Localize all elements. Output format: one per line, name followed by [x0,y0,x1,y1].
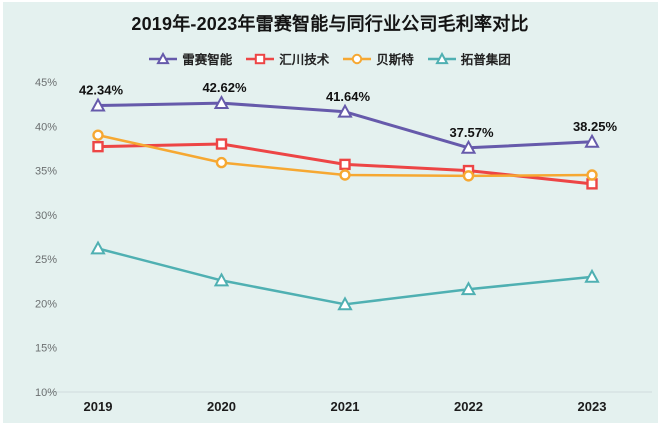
y-axis-tick-label: 45% [35,77,57,89]
y-axis-tick-label: 40% [35,121,57,133]
chart-background-panel [3,2,658,423]
series-marker-汇川技术 [339,158,351,171]
series-marker-雷赛智能 [460,139,477,154]
y-axis-tick-label: 15% [35,343,57,355]
series-marker-汇川技术 [215,138,228,150]
series-marker-贝斯特 [339,169,351,181]
x-axis-tick-label: 2022 [454,399,483,414]
legend: 雷赛智能 汇川技术 贝斯特 拓普集团 [0,49,660,68]
y-axis-tick-label: 20% [35,298,57,310]
triangle-legend-marker-icon [149,51,178,64]
legend-marker-shape [156,51,170,64]
series-marker-汇川技术 [586,178,598,190]
data-label-雷赛智能: 37.57% [449,125,494,140]
series-marker-拓普集团 [460,281,477,296]
series-marker-汇川技术 [92,140,104,153]
legend-item-汇川技术[interactable]: 汇川技术 [246,49,329,68]
legend-item-拓普集团[interactable]: 拓普集团 [427,49,511,68]
legend-marker-shape [352,53,363,64]
legend-marker-shape [435,51,449,64]
y-axis-tick-label: 25% [35,254,57,266]
legend-item-label: 雷赛智能 [182,53,233,67]
legend-item-雷赛智能[interactable]: 雷赛智能 [149,49,232,68]
legend-item-label: 拓普集团 [460,53,511,67]
legend-item-label: 贝斯特 [376,53,414,67]
data-label-雷赛智能: 42.34% [79,83,124,98]
series-marker-雷赛智能 [90,97,106,112]
legend-item-label: 汇川技术 [279,53,330,67]
series-line-拓普集团 [96,247,594,306]
x-axis-tick-label: 2020 [207,399,236,414]
x-axis-tick-label: 2023 [578,399,607,414]
square-legend-marker-icon [246,53,275,64]
legend-marker-shape [255,53,266,64]
series-marker-雷赛智能 [337,103,353,118]
series-marker-拓普集团 [213,272,230,287]
x-axis-tick-label: 2019 [84,399,113,414]
series-marker-雷赛智能 [584,133,600,148]
x-axis-tick-label: 2021 [331,399,360,414]
circle-legend-marker-icon [343,53,372,64]
series-marker-贝斯特 [215,156,228,169]
data-label-雷赛智能: 41.64% [326,89,371,104]
data-label-雷赛智能: 38.25% [573,119,618,134]
series-marker-拓普集团 [337,296,353,311]
series-marker-雷赛智能 [213,95,230,109]
series-marker-拓普集团 [90,240,106,255]
data-label-雷赛智能: 42.62% [202,80,247,95]
triangle-legend-marker-icon [427,51,456,64]
series-marker-贝斯特 [462,170,475,182]
series-marker-贝斯特 [586,169,598,181]
series-marker-贝斯特 [92,129,104,141]
chart-title: 2019年-2023年雷赛智能与同行业公司毛利率对比 [131,14,529,34]
y-axis-tick-label: 35% [35,166,57,178]
legend-item-贝斯特[interactable]: 贝斯特 [343,49,414,68]
series-marker-拓普集团 [584,268,600,283]
y-axis-tick-label: 10% [35,387,57,399]
y-axis-tick-label: 30% [35,210,57,222]
